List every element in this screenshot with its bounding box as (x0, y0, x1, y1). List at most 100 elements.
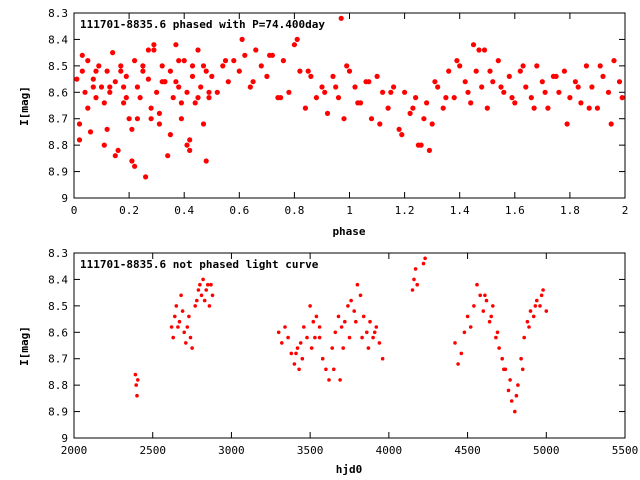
data-point (151, 47, 157, 53)
x-tick-label: 1.2 (395, 204, 415, 217)
data-point (298, 341, 303, 345)
data-point (396, 126, 402, 132)
data-point (457, 63, 463, 69)
data-point (333, 330, 338, 335)
data-point (305, 68, 311, 74)
x-tick-label: 0.6 (229, 204, 249, 217)
data-point (506, 388, 511, 393)
data-point (484, 105, 490, 111)
data-point (454, 58, 460, 64)
data-point (189, 63, 196, 69)
data-point (423, 256, 427, 261)
data-point (377, 341, 382, 345)
data-point (619, 95, 625, 101)
data-point (167, 132, 173, 138)
y-tick-label: 8.6 (48, 86, 68, 99)
data-point (250, 79, 256, 85)
data-point (189, 73, 196, 79)
data-point (451, 95, 457, 101)
data-point (333, 84, 339, 90)
data-point (195, 95, 201, 101)
unphased-plot-ylabel: I[mag] (18, 326, 31, 366)
data-point (366, 346, 371, 350)
data-point (519, 356, 523, 361)
data-point (476, 47, 482, 53)
data-point (129, 158, 135, 164)
data-point (302, 325, 306, 329)
data-point (236, 68, 242, 74)
data-point (169, 325, 174, 329)
data-point (93, 95, 99, 101)
data-point (374, 325, 379, 329)
data-point (283, 325, 287, 329)
data-point (195, 298, 199, 303)
data-point (104, 126, 110, 132)
data-point (385, 105, 391, 111)
data-point (151, 42, 157, 48)
x-tick-label: 2500 (139, 444, 166, 457)
data-point (204, 288, 208, 292)
data-point (179, 293, 183, 298)
data-point (462, 330, 467, 335)
data-point (354, 319, 358, 324)
y-tick-label: 8.8 (48, 379, 68, 392)
data-point (322, 89, 328, 95)
data-point (324, 367, 328, 372)
x-tick-label: 0.2 (119, 204, 139, 217)
data-point (605, 89, 612, 95)
data-point (182, 330, 186, 335)
data-point (297, 68, 303, 74)
unphased-plot-points (133, 256, 549, 414)
data-point (311, 319, 316, 324)
data-point (501, 89, 507, 95)
data-point (309, 346, 314, 350)
data-point (107, 84, 113, 90)
data-point (368, 116, 375, 122)
data-point (156, 121, 162, 127)
data-point (115, 147, 121, 153)
data-point (112, 79, 118, 85)
data-point (468, 325, 473, 329)
data-point (159, 63, 165, 69)
data-point (361, 314, 366, 319)
data-point (140, 68, 146, 74)
data-point (487, 68, 493, 74)
x-tick-label: 0.4 (174, 204, 194, 217)
data-point (483, 293, 487, 298)
data-point (616, 79, 623, 85)
data-point (253, 47, 259, 53)
data-point (101, 100, 107, 106)
y-tick-label: 8.3 (48, 7, 68, 20)
data-point (214, 89, 220, 95)
data-point (79, 52, 85, 58)
data-point (481, 309, 486, 313)
data-point (611, 58, 617, 64)
data-point (435, 84, 441, 90)
data-point (495, 330, 500, 335)
data-point (148, 116, 154, 122)
data-point (575, 84, 581, 90)
data-point (410, 105, 416, 111)
data-point (190, 346, 194, 350)
data-point (132, 163, 138, 169)
data-point (143, 174, 149, 180)
data-point (542, 89, 548, 95)
data-point (294, 36, 300, 43)
data-point (107, 89, 113, 95)
data-point (118, 63, 124, 69)
data-point (225, 79, 231, 85)
y-tick-label: 8.6 (48, 326, 68, 339)
unphased-plot-xlabel: hjd0 (336, 463, 363, 476)
data-point (365, 330, 369, 335)
data-point (473, 68, 479, 74)
data-point (286, 89, 292, 95)
x-tick-label: 1 (346, 204, 353, 217)
data-point (79, 68, 85, 74)
data-point (123, 73, 129, 79)
data-point (413, 267, 418, 271)
data-point (184, 89, 190, 95)
data-point (134, 84, 140, 90)
data-point (156, 110, 162, 116)
data-point (332, 367, 336, 372)
data-point (184, 341, 188, 345)
